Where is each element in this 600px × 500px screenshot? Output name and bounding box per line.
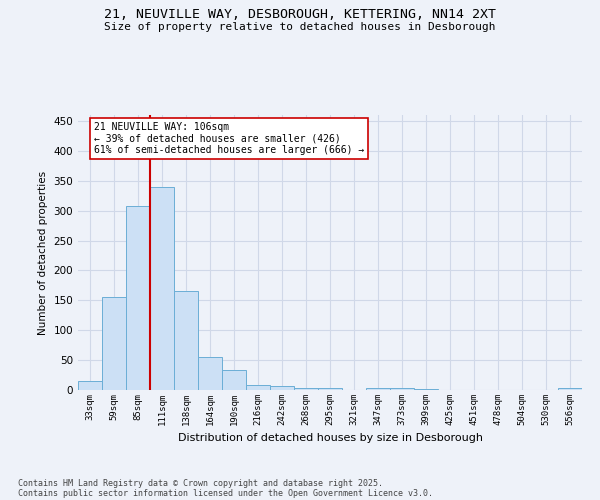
Bar	[78, 381, 102, 390]
Y-axis label: Number of detached properties: Number of detached properties	[38, 170, 48, 334]
Text: 21 NEUVILLE WAY: 106sqm
← 39% of detached houses are smaller (426)
61% of semi-d: 21 NEUVILLE WAY: 106sqm ← 39% of detache…	[94, 122, 364, 156]
Text: Contains public sector information licensed under the Open Government Licence v3: Contains public sector information licen…	[18, 488, 433, 498]
Bar	[270, 386, 294, 390]
Bar	[558, 388, 582, 390]
Bar	[294, 388, 318, 390]
Bar	[126, 206, 150, 390]
Bar	[102, 298, 126, 390]
Bar	[246, 385, 270, 390]
Bar	[150, 186, 174, 390]
Text: 21, NEUVILLE WAY, DESBOROUGH, KETTERING, NN14 2XT: 21, NEUVILLE WAY, DESBOROUGH, KETTERING,…	[104, 8, 496, 20]
Text: Size of property relative to detached houses in Desborough: Size of property relative to detached ho…	[104, 22, 496, 32]
Bar	[366, 388, 390, 390]
Bar	[174, 292, 198, 390]
Bar	[222, 370, 246, 390]
Bar	[390, 388, 414, 390]
Bar	[318, 388, 342, 390]
Text: Contains HM Land Registry data © Crown copyright and database right 2025.: Contains HM Land Registry data © Crown c…	[18, 478, 383, 488]
Bar	[198, 357, 222, 390]
X-axis label: Distribution of detached houses by size in Desborough: Distribution of detached houses by size …	[178, 434, 482, 444]
